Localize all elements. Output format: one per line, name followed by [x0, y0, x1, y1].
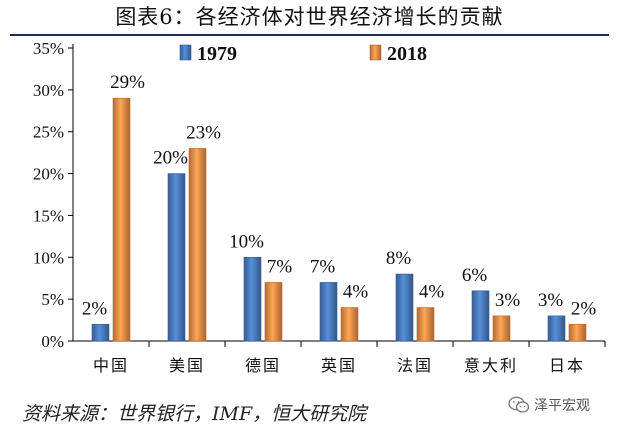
data-label-1979: 20%: [153, 148, 188, 169]
y-tick-label: 15%: [33, 206, 64, 225]
wechat-icon: [508, 396, 530, 413]
x-tick-label: 法国: [397, 356, 433, 375]
legend-label-2018: 2018: [387, 43, 427, 65]
x-tick-label: 意大利: [464, 356, 518, 375]
bar-2018: [188, 148, 207, 342]
data-label-1979: 3%: [538, 290, 564, 311]
bar-2018: [416, 307, 435, 342]
bar-1979: [471, 290, 490, 342]
title-divider: [10, 34, 609, 36]
bar-2018: [112, 97, 131, 342]
legend-swatch-2018: [369, 44, 382, 61]
watermark-text: 泽平宏观: [534, 398, 590, 414]
data-label-2018: 29%: [110, 72, 145, 93]
source-note: 资料来源：世界银行，IMF，恒大研究院: [22, 403, 367, 425]
bar-2018: [568, 323, 587, 342]
data-label-1979: 7%: [310, 256, 336, 277]
bar-1979: [243, 256, 262, 342]
data-label-2018: 7%: [267, 256, 293, 277]
x-tick-label: 日本: [549, 356, 585, 375]
bar-1979: [167, 173, 186, 342]
y-tick-label: 0%: [41, 332, 64, 351]
bar-2018: [340, 307, 359, 342]
y-tick-label: 30%: [33, 81, 64, 100]
y-tick-label: 35%: [33, 39, 64, 58]
y-tick-label: 5%: [41, 290, 64, 309]
y-tick-label: 20%: [33, 165, 64, 184]
legend-swatch-1979: [179, 44, 192, 61]
y-tick-label: 25%: [33, 123, 64, 142]
bar-1979: [395, 273, 414, 342]
data-label-2018: 4%: [419, 282, 445, 303]
x-tick-label: 美国: [169, 356, 205, 375]
data-label-2018: 3%: [495, 290, 521, 311]
bar-chart: 0% 5% 10% 15% 20% 25% 30% 35% 中国 2% 29% 美国 20% 23% 德国 1…: [33, 39, 606, 375]
data-label-1979: 2%: [82, 298, 108, 319]
data-label-2018: 4%: [343, 282, 369, 303]
x-tick-label: 英国: [321, 356, 357, 375]
bar-1979: [547, 315, 566, 342]
watermark: 泽平宏观: [508, 394, 590, 416]
data-label-2018: 2%: [571, 298, 597, 319]
x-tick-label: 德国: [245, 356, 281, 375]
bar-1979: [319, 282, 338, 342]
chart-title: 图表6：各经济体对世界经济增长的贡献: [115, 5, 504, 29]
data-label-1979: 8%: [386, 248, 412, 269]
bar-1979: [91, 323, 110, 342]
legend-label-1979: 1979: [197, 43, 237, 65]
data-label-1979: 6%: [462, 265, 488, 286]
y-tick-label: 10%: [33, 248, 64, 267]
bar-2018: [264, 282, 283, 342]
data-label-2018: 23%: [186, 122, 221, 143]
bar-2018: [492, 315, 511, 342]
x-tick-label: 中国: [93, 356, 129, 375]
data-label-1979: 10%: [229, 231, 264, 252]
